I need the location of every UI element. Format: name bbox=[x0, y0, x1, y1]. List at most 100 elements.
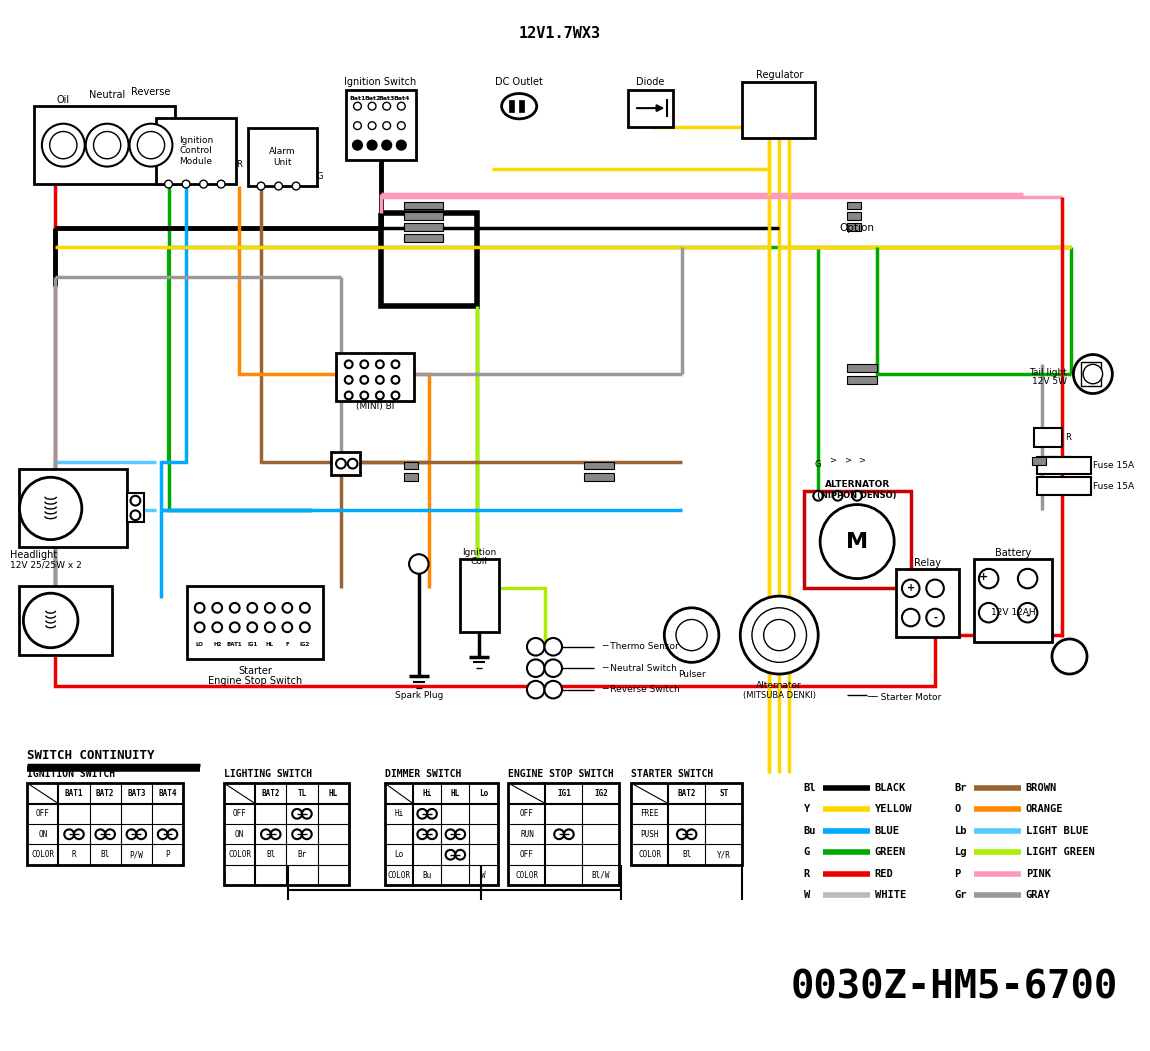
Text: Engine Stop Switch: Engine Stop Switch bbox=[208, 676, 302, 686]
Text: ALTERNATOR: ALTERNATOR bbox=[825, 479, 890, 489]
Circle shape bbox=[360, 360, 368, 368]
Circle shape bbox=[409, 554, 429, 574]
Text: P/W: P/W bbox=[130, 850, 144, 860]
Circle shape bbox=[49, 131, 77, 159]
Text: ── Starter Motor: ── Starter Motor bbox=[867, 693, 941, 702]
Text: R: R bbox=[71, 850, 76, 860]
Bar bbox=[405, 461, 417, 470]
Text: +: + bbox=[906, 583, 914, 594]
Circle shape bbox=[564, 829, 574, 839]
Circle shape bbox=[353, 140, 362, 150]
Circle shape bbox=[283, 622, 292, 632]
Text: TL: TL bbox=[298, 789, 307, 798]
Circle shape bbox=[391, 376, 399, 384]
Text: Br: Br bbox=[954, 783, 967, 794]
Circle shape bbox=[130, 124, 172, 166]
Text: BAT3: BAT3 bbox=[128, 789, 146, 798]
Circle shape bbox=[383, 102, 391, 110]
Text: Bl: Bl bbox=[682, 850, 691, 860]
Bar bbox=[405, 233, 443, 242]
Circle shape bbox=[417, 829, 427, 839]
Bar bbox=[848, 365, 876, 372]
Circle shape bbox=[74, 829, 84, 839]
Bar bbox=[187, 586, 323, 659]
Text: P: P bbox=[954, 869, 960, 879]
Text: R: R bbox=[1065, 433, 1071, 441]
Text: Bu: Bu bbox=[804, 826, 816, 836]
Circle shape bbox=[302, 829, 312, 839]
Circle shape bbox=[741, 596, 818, 674]
Bar bbox=[1033, 457, 1046, 465]
Circle shape bbox=[852, 491, 862, 500]
Bar bbox=[848, 376, 876, 384]
Text: Oil: Oil bbox=[56, 96, 70, 105]
Text: HL: HL bbox=[329, 789, 338, 798]
Text: ─ Reverse Switch: ─ Reverse Switch bbox=[601, 685, 680, 694]
Circle shape bbox=[1052, 639, 1087, 674]
Bar bbox=[848, 223, 861, 231]
Circle shape bbox=[527, 638, 544, 656]
Text: ON: ON bbox=[38, 830, 47, 839]
Circle shape bbox=[677, 829, 687, 839]
Circle shape bbox=[126, 829, 137, 839]
Text: Relay: Relay bbox=[914, 558, 941, 568]
Bar bbox=[336, 352, 414, 401]
Text: IG2: IG2 bbox=[595, 789, 608, 798]
Text: RED: RED bbox=[875, 869, 894, 879]
Text: Hi: Hi bbox=[394, 809, 404, 819]
Circle shape bbox=[427, 809, 437, 819]
Text: Bat3: Bat3 bbox=[378, 96, 394, 101]
Bar bbox=[804, 491, 911, 589]
Circle shape bbox=[213, 622, 222, 632]
Circle shape bbox=[194, 622, 205, 632]
Text: IG1: IG1 bbox=[247, 642, 258, 647]
Circle shape bbox=[676, 619, 707, 651]
Text: Alternator: Alternator bbox=[757, 681, 802, 691]
Circle shape bbox=[544, 659, 562, 677]
Text: OFF: OFF bbox=[520, 850, 534, 860]
Text: Pulser: Pulser bbox=[677, 669, 705, 679]
Bar bbox=[584, 473, 614, 481]
Circle shape bbox=[368, 102, 376, 110]
Text: Reverse: Reverse bbox=[131, 86, 170, 97]
Bar bbox=[385, 783, 498, 885]
Circle shape bbox=[200, 180, 207, 188]
Text: Gr: Gr bbox=[954, 890, 967, 900]
Circle shape bbox=[391, 392, 399, 399]
Text: Lg: Lg bbox=[954, 847, 967, 858]
Text: >: > bbox=[859, 455, 866, 465]
Bar bbox=[34, 106, 175, 184]
Text: LO: LO bbox=[196, 642, 204, 647]
Text: Ignition Switch: Ignition Switch bbox=[344, 77, 416, 87]
Text: STARTER SWITCH: STARTER SWITCH bbox=[631, 769, 713, 780]
Circle shape bbox=[300, 622, 309, 632]
Text: LIGHT GREEN: LIGHT GREEN bbox=[1026, 847, 1095, 858]
Circle shape bbox=[194, 603, 205, 613]
Circle shape bbox=[554, 829, 564, 839]
Text: Bu: Bu bbox=[422, 870, 431, 880]
Circle shape bbox=[137, 131, 164, 159]
Circle shape bbox=[95, 829, 105, 839]
Text: Headlight: Headlight bbox=[9, 551, 58, 560]
Text: Bat1: Bat1 bbox=[350, 96, 366, 101]
Text: LIGHTING SWITCH: LIGHTING SWITCH bbox=[224, 769, 312, 780]
Bar bbox=[631, 783, 742, 865]
Bar bbox=[974, 559, 1052, 642]
Circle shape bbox=[213, 603, 222, 613]
Text: BAT4: BAT4 bbox=[159, 789, 177, 798]
Text: Bat4: Bat4 bbox=[393, 96, 409, 101]
Circle shape bbox=[544, 638, 562, 656]
Text: BAT2: BAT2 bbox=[95, 789, 115, 798]
Circle shape bbox=[445, 829, 455, 839]
Text: OFF: OFF bbox=[520, 809, 534, 819]
Circle shape bbox=[376, 360, 384, 368]
Text: PUSH: PUSH bbox=[641, 830, 659, 839]
Bar bbox=[1035, 428, 1061, 447]
Text: Bl: Bl bbox=[266, 850, 275, 860]
Text: GRAY: GRAY bbox=[1026, 890, 1051, 900]
Text: COLOR: COLOR bbox=[515, 870, 538, 880]
Bar bbox=[1081, 363, 1101, 386]
Circle shape bbox=[398, 102, 405, 110]
Text: Bl: Bl bbox=[804, 783, 816, 794]
Text: BAT1: BAT1 bbox=[64, 789, 83, 798]
